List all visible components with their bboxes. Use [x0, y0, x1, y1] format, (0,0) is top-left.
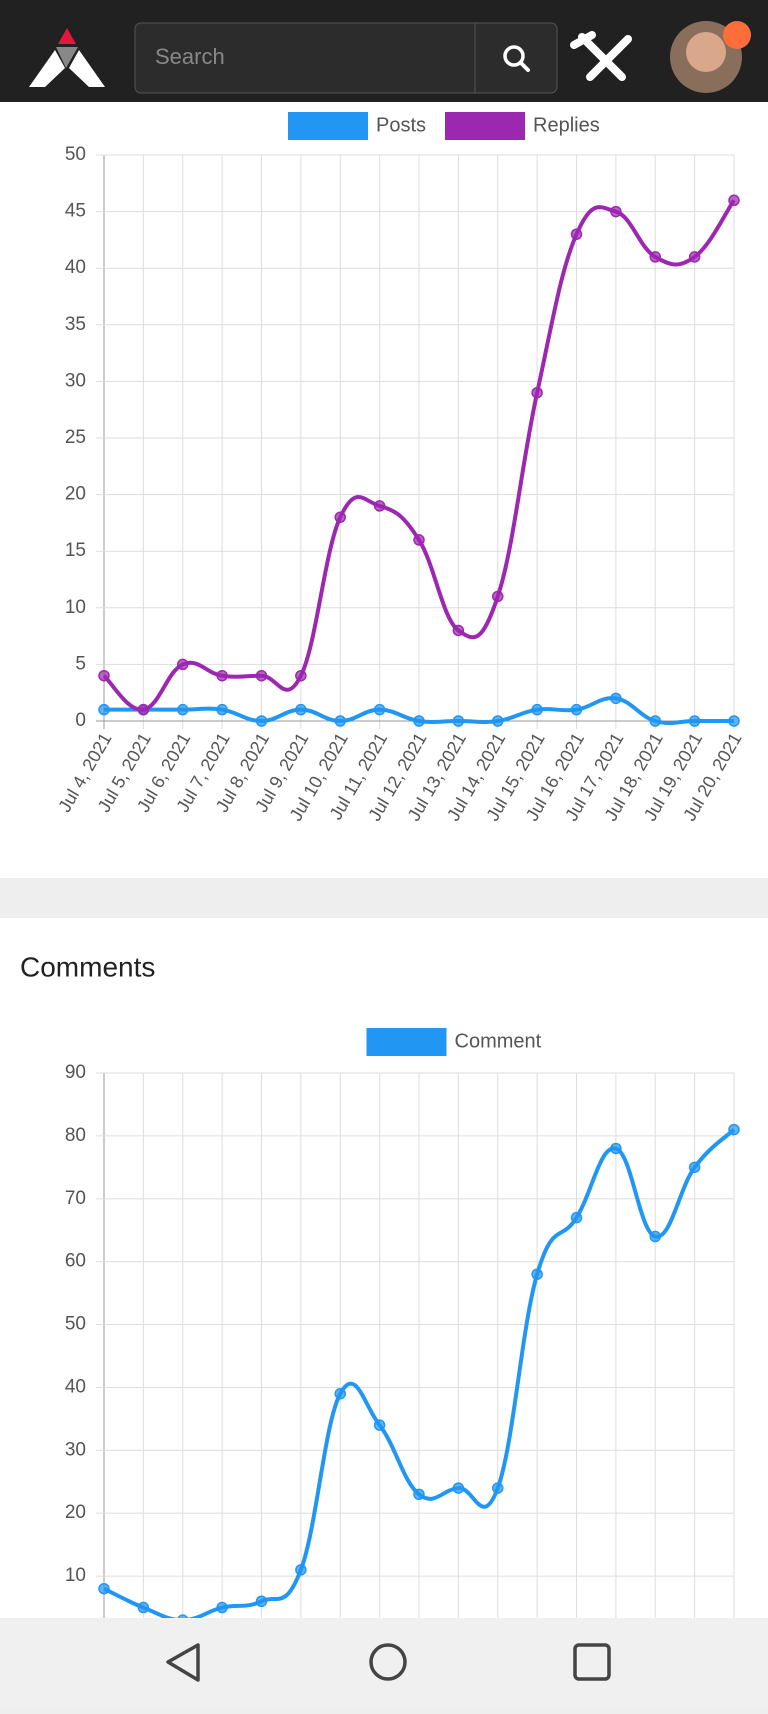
legend-label: Comment — [455, 1030, 542, 1052]
legend-swatch — [366, 1028, 447, 1056]
line-chart: 10 20 30 40 50 60 70 80 90 Comment — [65, 1028, 740, 1647]
home-button[interactable] — [369, 1643, 407, 1681]
y-tick-label: 80 — [65, 1125, 86, 1146]
data-point — [649, 715, 661, 727]
y-tick-label: 40 — [65, 1376, 86, 1397]
data-point — [98, 1582, 110, 1595]
data-point — [255, 715, 268, 727]
data-point — [413, 534, 425, 546]
y-tick-label: 70 — [65, 1188, 86, 1209]
avatar[interactable] — [670, 21, 751, 93]
y-tick-label: 35 — [65, 314, 86, 335]
y-tick-label: 20 — [65, 484, 86, 505]
back-button[interactable] — [166, 1643, 200, 1682]
data-point — [98, 669, 110, 682]
card — [0, 102, 768, 878]
data-point — [216, 703, 228, 716]
data-point — [649, 1230, 661, 1243]
y-tick-label: 20 — [65, 1502, 86, 1523]
data-point — [728, 1123, 740, 1136]
data-point — [452, 715, 465, 727]
data-point — [373, 703, 386, 716]
app-header: Search — [0, 0, 768, 102]
recents-button[interactable] — [573, 1643, 611, 1681]
data-point — [452, 624, 465, 637]
data-point — [334, 715, 346, 727]
data-point — [334, 1387, 346, 1400]
data-point — [413, 715, 425, 727]
y-tick-label: 10 — [65, 1565, 86, 1586]
y-tick-label: 30 — [65, 370, 86, 391]
y-tick-label: 0 — [75, 710, 86, 731]
data-point — [649, 251, 661, 263]
data-point — [531, 1268, 543, 1280]
data-point — [688, 251, 701, 263]
y-tick-label: 50 — [65, 1314, 86, 1335]
data-point — [610, 1142, 622, 1155]
y-tick-label: 10 — [65, 597, 86, 618]
data-point — [610, 205, 622, 218]
y-tick-label: 45 — [65, 201, 86, 222]
logo[interactable] — [29, 28, 105, 87]
data-point — [492, 715, 504, 727]
data-point — [137, 1601, 150, 1614]
data-point — [373, 500, 386, 512]
data-point — [137, 703, 150, 716]
card-title: Comments — [20, 951, 155, 982]
data-point — [255, 1595, 268, 1608]
data-point — [295, 1564, 307, 1576]
data-point — [452, 1482, 465, 1494]
data-point — [295, 703, 307, 716]
y-tick-label: 30 — [65, 1439, 86, 1460]
y-tick-label: 5 — [75, 653, 86, 674]
search-placeholder: Search — [155, 44, 225, 69]
data-point — [413, 1488, 425, 1501]
tools-icon[interactable] — [570, 31, 632, 81]
data-point — [570, 703, 583, 716]
data-point — [531, 386, 543, 399]
data-point — [728, 715, 740, 727]
data-point — [255, 669, 268, 682]
y-tick-label: 25 — [65, 427, 86, 448]
y-tick-label: 90 — [65, 1062, 86, 1083]
data-point — [98, 703, 110, 716]
data-point — [610, 692, 622, 705]
data-point — [531, 703, 543, 716]
data-point — [216, 1601, 228, 1614]
y-tick-label: 50 — [65, 144, 86, 165]
data-point — [492, 1482, 504, 1494]
legend-swatch — [445, 112, 525, 140]
data-point — [728, 194, 740, 207]
data-point — [688, 1161, 701, 1174]
search-box[interactable] — [134, 22, 558, 94]
data-point — [688, 715, 701, 727]
data-point — [373, 1419, 386, 1431]
search-button[interactable] — [503, 45, 530, 72]
data-point — [570, 228, 583, 240]
data-point — [177, 703, 189, 716]
y-tick-label: 15 — [65, 540, 86, 561]
nav-bar — [0, 1618, 768, 1709]
data-point — [177, 658, 189, 671]
legend-swatch — [288, 112, 368, 140]
data-point — [216, 669, 228, 682]
data-point — [570, 1211, 583, 1224]
data-point — [295, 669, 307, 682]
data-point — [492, 590, 504, 603]
y-tick-label: 60 — [65, 1251, 86, 1272]
legend-label: Replies — [533, 114, 600, 136]
data-point — [334, 511, 346, 523]
y-tick-label: 40 — [65, 257, 86, 278]
legend-label: Posts — [376, 114, 426, 136]
